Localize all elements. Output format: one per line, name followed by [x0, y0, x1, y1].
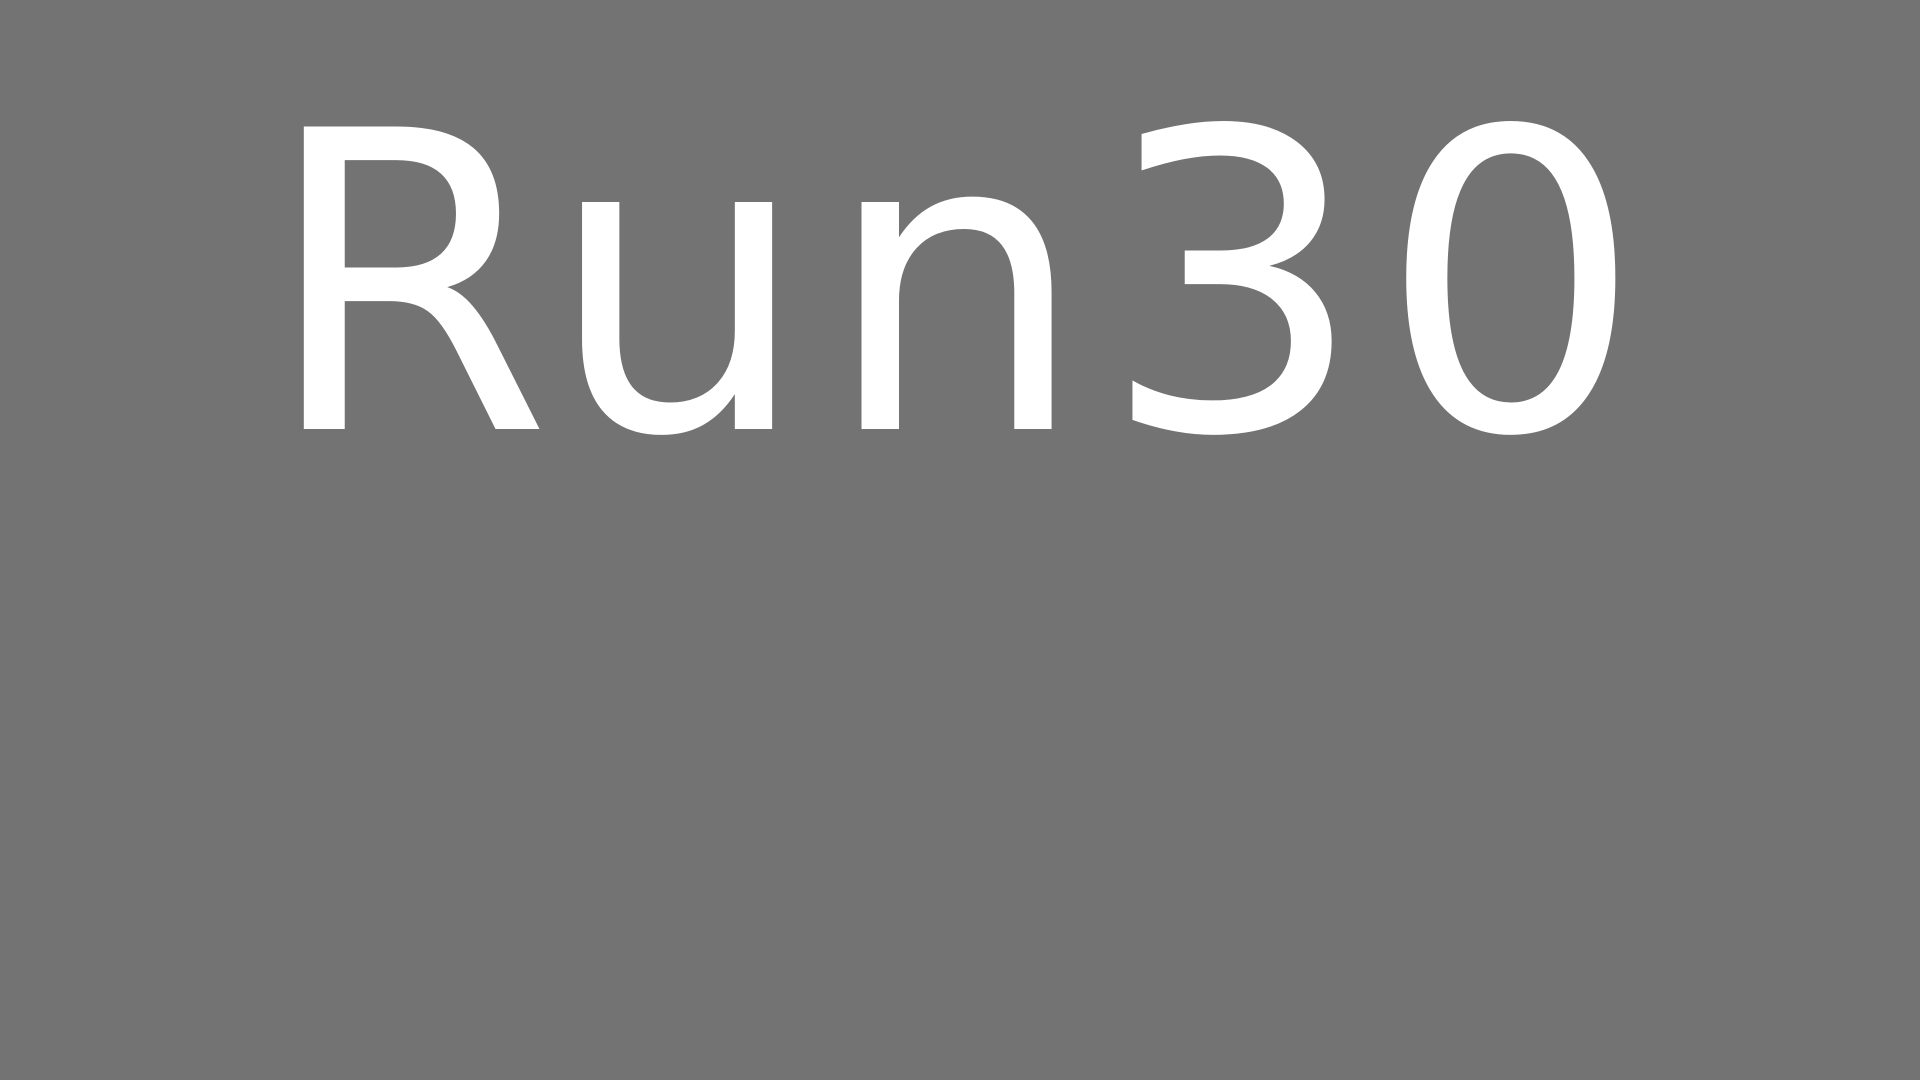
screen-title: Run30 — [263, 44, 1657, 527]
